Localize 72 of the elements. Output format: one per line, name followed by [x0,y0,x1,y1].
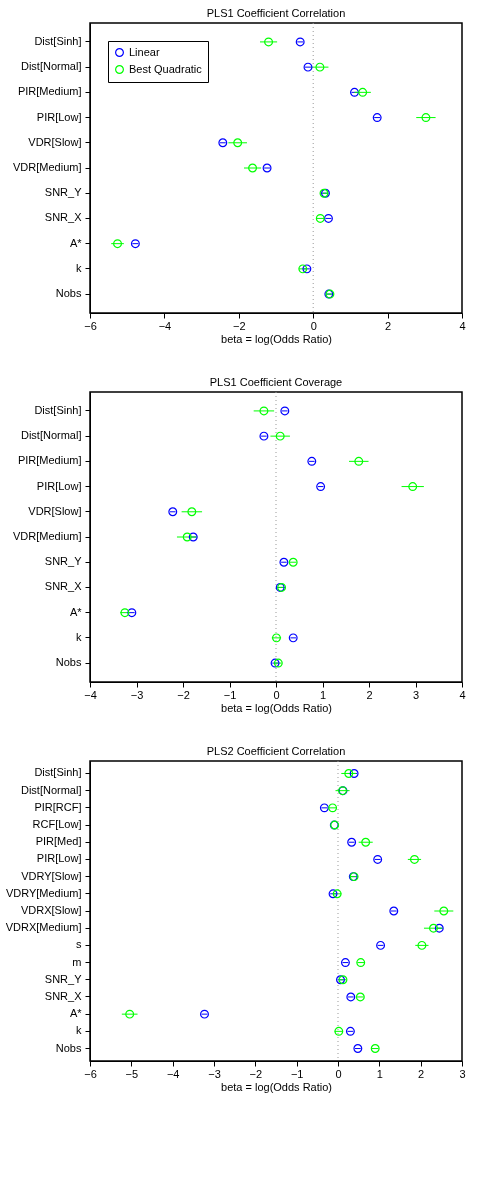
y-tick-label: PIR[Low] [36,852,82,865]
y-tick-label: SNR_X [44,211,83,224]
x-tick-label: −4 [158,319,172,332]
x-tick-label: −4 [166,1067,180,1080]
x-tick-label: 1 [319,688,327,701]
x-tick-label: −4 [84,688,97,701]
chart-title: PLS2 Coefficient Correlation [206,744,346,757]
x-tick-label: −5 [125,1067,139,1080]
y-tick-label: PIR[RCF] [34,800,82,813]
y-tick-label: Dist[Sinh] [34,766,82,779]
x-tick-label: 3 [412,688,420,701]
x-axis-title: beta = log(Odds Ratio) [221,332,332,345]
x-tick-label: −6 [84,1067,97,1080]
y-tick-label: k [76,630,82,643]
x-tick-label: 2 [385,319,392,332]
y-tick-label: PIR[Med] [35,835,82,848]
y-tick-label: VDR[Medium] [13,161,82,173]
y-tick-label: PIR[Medium] [17,85,82,98]
x-tick-label: 4 [459,688,466,701]
legend-label: Best Quadratic [129,62,203,75]
y-tick-label: k [76,261,82,274]
y-tick-label: PIR[Medium] [17,454,82,467]
y-tick-label: s [76,938,82,951]
y-tick-label: Dist[Sinh] [34,34,82,47]
y-tick-label: A* [69,1007,83,1020]
x-tick-label: 0 [335,1067,342,1080]
y-tick-label: Dist[Normal] [20,783,82,796]
y-tick-label: VDRX[Medium] [5,921,82,934]
y-tick-label: SNR_X [44,989,83,1002]
y-tick-label: RCF[Low] [32,818,82,831]
y-tick-label: VDR[Medium] [13,530,82,542]
y-tick-label: Nobs [55,287,82,300]
x-tick-label: 0 [310,319,317,332]
y-tick-label: Dist[Normal] [20,60,82,73]
x-tick-label: −1 [290,1067,304,1080]
y-tick-label: A* [69,605,83,618]
chart-title: PLS1 Coefficient Correlation [206,6,346,19]
x-tick-label: −2 [177,688,190,701]
x-tick-label: 2 [418,1067,425,1080]
x-tick-label: −2 [233,319,246,332]
x-tick-label: 4 [459,319,466,332]
y-tick-label: SNR_X [44,580,83,593]
x-tick-label: −3 [130,688,144,701]
y-tick-label: SNR_Y [44,972,83,985]
y-tick-label: Dist[Sinh] [34,403,82,416]
y-tick-label: VDR[Slow] [28,135,82,148]
y-tick-label: VDRY[Slow] [21,869,82,882]
x-tick-label: 1 [376,1067,383,1080]
y-tick-label: m [72,955,82,968]
y-tick-label: k [76,1024,82,1037]
x-tick-label: −3 [208,1067,221,1080]
y-tick-label: A* [69,236,83,249]
y-tick-label: VDRX[Slow] [20,904,82,916]
x-tick-label: 0 [273,688,280,701]
y-tick-label: VDRY[Medium] [5,886,82,899]
y-tick-label: VDR[Slow] [28,504,82,517]
legend-label: Linear [129,45,160,58]
x-tick-label: 3 [459,1067,466,1080]
x-tick-label: 2 [366,688,373,701]
y-tick-label: PIR[Low] [36,479,82,492]
y-tick-label: SNR_Y [44,555,83,568]
y-tick-label: Nobs [55,1041,82,1054]
y-tick-label: Dist[Normal] [20,429,82,442]
x-tick-label: −6 [84,319,97,332]
y-tick-label: PIR[Low] [36,110,82,123]
x-tick-label: −2 [249,1067,263,1080]
x-axis-title: beta = log(Odds Ratio) [221,701,332,714]
y-tick-label: Nobs [55,656,82,669]
x-axis-title: beta = log(Odds Ratio) [221,1080,332,1093]
y-tick-label: SNR_Y [44,186,83,199]
chart-title: PLS1 Coefficient Coverage [209,375,343,388]
x-tick-label: −1 [223,688,237,701]
